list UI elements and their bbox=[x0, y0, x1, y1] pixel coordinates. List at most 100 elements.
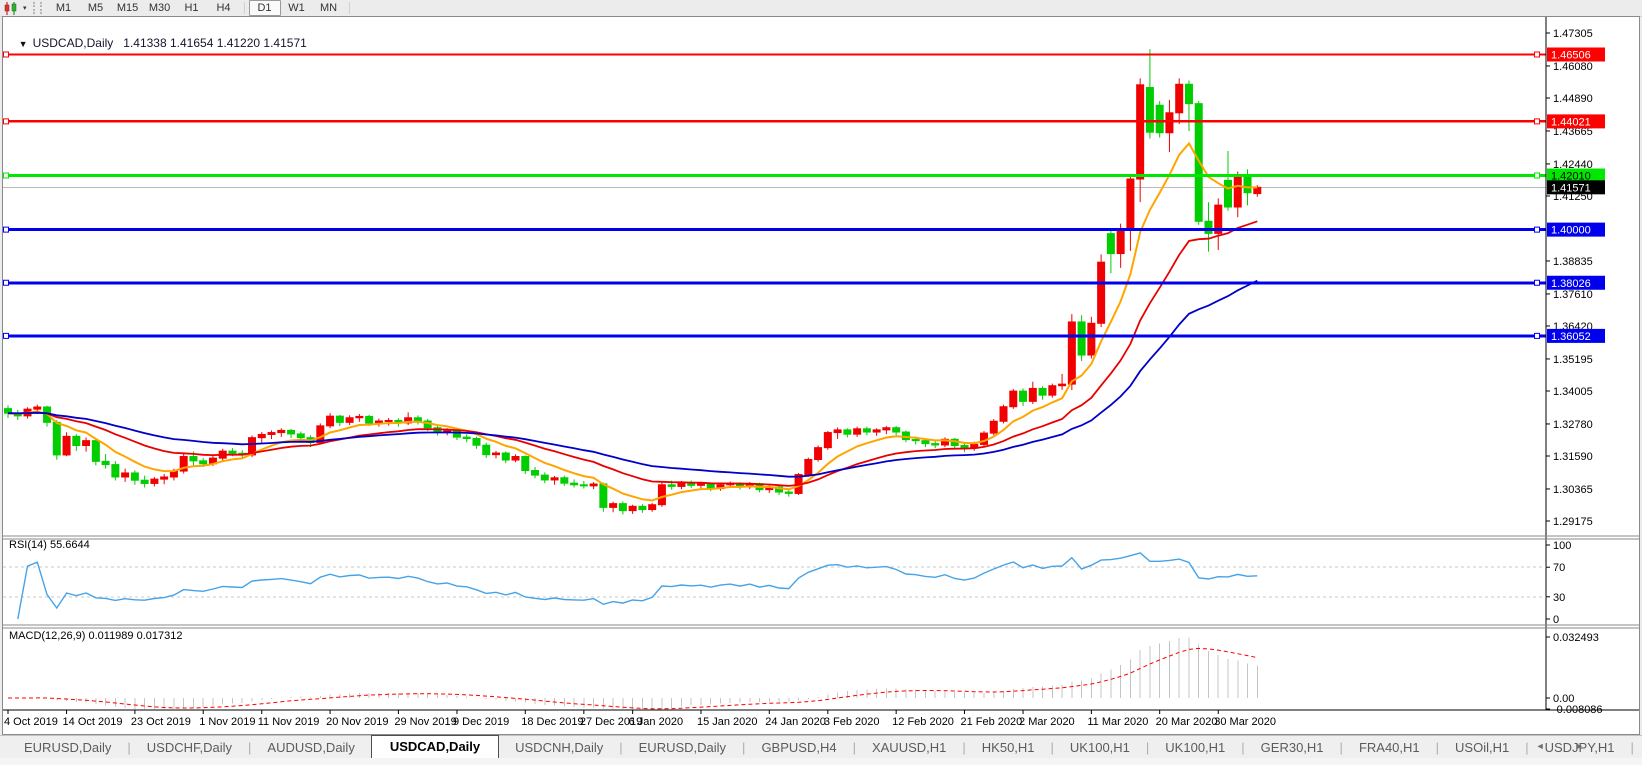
timeframe-button-h1[interactable]: H1 bbox=[184, 2, 199, 14]
rsi-scale-label: 0 bbox=[1553, 614, 1559, 626]
tab-separator: | bbox=[962, 740, 966, 755]
tab-separator: | bbox=[1525, 740, 1529, 755]
timeframe-button-d1[interactable]: D1 bbox=[248, 0, 281, 16]
price-tick-label: 1.43665 bbox=[1553, 126, 1593, 138]
price-tick-label: 1.32780 bbox=[1553, 419, 1593, 431]
toolbar-drag-grip[interactable] bbox=[32, 2, 42, 14]
tab-separator: | bbox=[1241, 740, 1245, 755]
pane-splitters[interactable] bbox=[3, 535, 1639, 629]
tab-separator: | bbox=[852, 740, 856, 755]
horizontal-price-line-1.36052[interactable] bbox=[3, 332, 1546, 339]
horizontal-price-line-1.40000[interactable] bbox=[3, 226, 1546, 233]
tab-separator: | bbox=[1145, 740, 1150, 755]
ma-fast-line bbox=[7, 141, 1258, 502]
price-line-label: 1.46506 bbox=[1551, 49, 1591, 61]
timeframe-button-mn[interactable]: MN bbox=[319, 2, 338, 14]
tab-eurusd-daily[interactable]: EURUSD,Daily bbox=[24, 740, 112, 755]
date-label: 18 Dec 2019 bbox=[521, 716, 583, 728]
chart-type-icon[interactable] bbox=[3, 1, 21, 15]
chart-symbol-label: USDCAD,Daily bbox=[32, 36, 114, 50]
price-line-label: 1.38026 bbox=[1551, 278, 1591, 290]
timeframe-button-m1[interactable]: M1 bbox=[55, 2, 72, 14]
horizontal-price-line-1.42010[interactable] bbox=[3, 172, 1546, 179]
tab-hk50-h1[interactable]: HK50,H1 bbox=[981, 740, 1035, 755]
tab-scroll-arrows[interactable]: ◄ ► bbox=[1535, 741, 1598, 751]
date-label: 20 Nov 2019 bbox=[326, 716, 388, 728]
horizontal-price-line-1.46506[interactable] bbox=[3, 51, 1546, 58]
timeframe-button-w1[interactable]: W1 bbox=[288, 2, 305, 14]
timeframe-buttons-group: M1 M5 M15 M30 H1 H4 D1 W1 MN bbox=[48, 0, 354, 16]
timeframe-button-m15[interactable]: M15 bbox=[116, 2, 139, 14]
current-price-label: 1.41571 bbox=[1551, 182, 1591, 194]
timeframe-toolbar: ▾ M1 M5 M15 M30 H1 H4 D1 W1 MN bbox=[0, 0, 1642, 17]
tab-xauusd-h1[interactable]: XAUUSD,H1 bbox=[871, 740, 947, 755]
timeframe-button-h4[interactable]: H4 bbox=[216, 2, 231, 14]
date-label: 30 Mar 2020 bbox=[1214, 716, 1276, 728]
chart-window bbox=[2, 16, 1640, 735]
macd-indicator-label: MACD(12,26,9) 0.011989 0.017312 bbox=[9, 630, 183, 642]
tab-usoil-h1[interactable]: USOil,H1 bbox=[1455, 740, 1510, 755]
tab-usdchf-daily[interactable]: USDCHF,Daily bbox=[146, 740, 233, 755]
rsi-scale-label: 70 bbox=[1553, 562, 1565, 574]
macd-signal-line bbox=[8, 647, 1258, 710]
tab-separator: | bbox=[127, 740, 131, 755]
macd-scale-label: 0.00 bbox=[1553, 693, 1574, 705]
price-tick-label: 1.35195 bbox=[1553, 354, 1593, 366]
price-line-label: 1.36052 bbox=[1551, 331, 1591, 343]
date-label: 20 Mar 2020 bbox=[1156, 716, 1218, 728]
tab-usdcad-daily[interactable]: USDCAD,Daily bbox=[370, 735, 500, 759]
date-label: 12 Feb 2020 bbox=[892, 716, 954, 728]
tab-uk100-h1[interactable]: UK100,H1 bbox=[1165, 740, 1226, 755]
macd-histogram bbox=[17, 637, 1258, 709]
horizontal-price-line-1.44021[interactable] bbox=[3, 118, 1546, 125]
chart-type-dropdown-icon[interactable]: ▾ bbox=[23, 5, 27, 12]
date-label: 11 Nov 2019 bbox=[258, 716, 320, 728]
price-tick-label: 1.47305 bbox=[1553, 28, 1593, 40]
tab-audusd-daily[interactable]: AUDUSD,Daily bbox=[267, 740, 355, 755]
tab-separator: | bbox=[742, 740, 746, 755]
tab-fra40-h1[interactable]: FRA40,H1 bbox=[1358, 740, 1420, 755]
price-tick-label: 1.29175 bbox=[1553, 516, 1593, 528]
price-tick-label: 1.42440 bbox=[1553, 159, 1593, 171]
chart-ohlc-values: 1.41338 1.41654 1.41220 1.41571 bbox=[123, 36, 307, 50]
toolbar-separator bbox=[243, 2, 245, 14]
tab-separator: | bbox=[1050, 740, 1054, 755]
date-label: 4 Oct 2019 bbox=[4, 716, 58, 728]
date-label: 6 Jan 2020 bbox=[629, 716, 683, 728]
date-label: 23 Oct 2019 bbox=[131, 716, 191, 728]
ma-slow-line bbox=[7, 279, 1258, 478]
tab-usdcnh-daily[interactable]: USDCNH,Daily bbox=[515, 740, 604, 755]
tab-eurusd-daily[interactable]: EURUSD,Daily bbox=[638, 740, 727, 755]
rsi-pane: 100 70 30 0 bbox=[3, 540, 1571, 626]
price-axis[interactable]: 1.473051.460801.448901.436651.424401.412… bbox=[1545, 17, 1605, 710]
date-label: 27 Dec 2019 bbox=[580, 716, 642, 728]
horizontal-price-line-1.38026[interactable] bbox=[3, 279, 1546, 286]
chart-collapse-icon[interactable]: ▼ bbox=[18, 39, 28, 49]
tab-usdjpy-h1[interactable]: USDJPY,H1 bbox=[1544, 740, 1615, 755]
date-label: 24 Jan 2020 bbox=[765, 716, 826, 728]
price-tick-label: 1.30365 bbox=[1553, 484, 1593, 496]
price-tick-label: 1.38835 bbox=[1553, 256, 1593, 268]
date-label: 1 Nov 2019 bbox=[199, 716, 255, 728]
date-label: 21 Feb 2020 bbox=[960, 716, 1022, 728]
rsi-scale-label: 30 bbox=[1553, 592, 1565, 604]
timeframe-button-m30[interactable]: M30 bbox=[148, 2, 171, 14]
timeframe-button-m5[interactable]: M5 bbox=[87, 2, 104, 14]
price-tick-label: 1.34005 bbox=[1553, 386, 1593, 398]
tab-uk100-h1[interactable]: UK100,H1 bbox=[1069, 740, 1130, 755]
tab-separator: | bbox=[248, 740, 252, 755]
rsi-scale-label: 100 bbox=[1553, 540, 1571, 552]
date-label: 29 Nov 2019 bbox=[394, 716, 456, 728]
price-line-label: 1.40000 bbox=[1551, 225, 1591, 237]
tab-separator: | bbox=[1435, 740, 1440, 755]
price-tick-label: 1.46080 bbox=[1553, 61, 1593, 73]
time-axis[interactable]: 4 Oct 2019 14 Oct 2019 23 Oct 2019 1 Nov 20… bbox=[3, 709, 1639, 728]
date-label: 9 Dec 2019 bbox=[453, 716, 509, 728]
tab-ger30-h1[interactable]: GER30,H1 bbox=[1260, 740, 1324, 755]
price-line-label: 1.42010 bbox=[1551, 171, 1591, 183]
chart-title: ▼ USDCAD,Daily 1.41338 1.41654 1.41220 1.4… bbox=[12, 22, 307, 50]
price-tick-label: 1.44890 bbox=[1553, 93, 1593, 105]
tab-gbpusd-h4[interactable]: GBPUSD,H4 bbox=[761, 740, 837, 755]
